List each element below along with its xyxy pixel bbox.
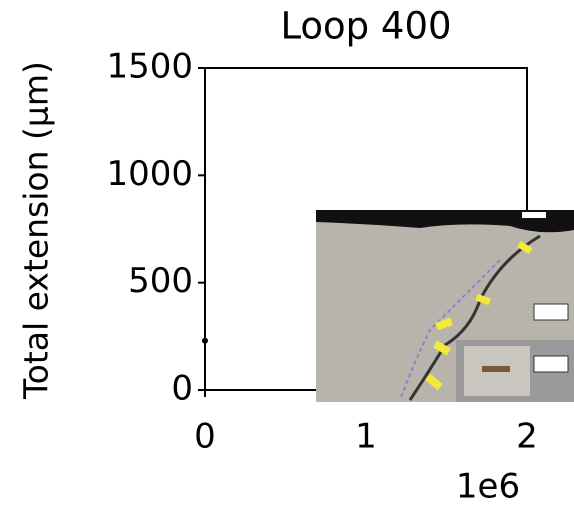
inset-scale [522,212,546,218]
chart: Loop 400 Total extension (μm) 1e6 050010… [0,0,574,507]
x-tick-label: 0 [194,417,216,457]
y-axis-label: Total extension (μm) [17,61,56,400]
inset-label-box [534,304,568,320]
y-tick-label: 1500 [106,47,193,87]
y-tick-label: 500 [128,261,193,301]
y-tick-label: 0 [171,369,193,409]
x-offset-label: 1e6 [456,467,520,507]
chart-title: Loop 400 [280,5,451,48]
inset-label-box [534,356,568,372]
inset-specimen [482,366,510,372]
page: {"chart_data": {"type": "scatter", "titl… [0,0,574,507]
x-tick-label: 2 [516,417,538,457]
y-tick-label: 1000 [106,154,193,194]
point [202,338,208,344]
inset-image [316,210,574,402]
x-tick-label: 1 [355,417,377,457]
